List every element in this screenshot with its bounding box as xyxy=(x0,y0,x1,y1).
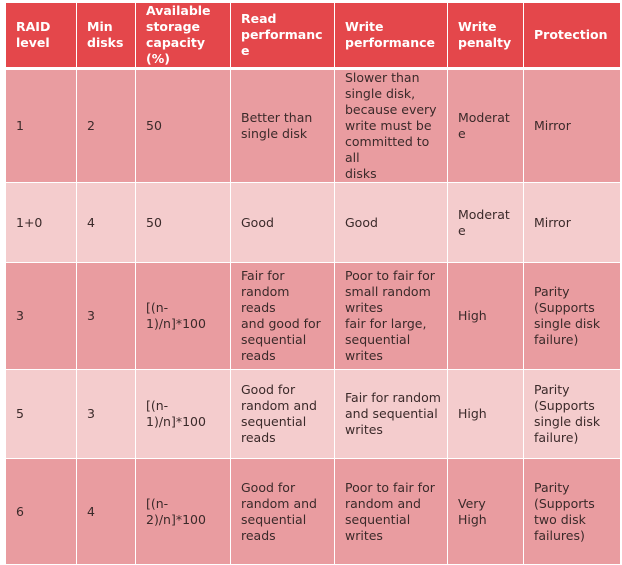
header-min-disks: Min disks xyxy=(76,2,136,69)
cell-min-disks: 4 xyxy=(76,458,136,565)
cell-read-performance: Good for random and sequential reads xyxy=(230,369,335,459)
cell-min-disks: 2 xyxy=(76,68,136,183)
header-raid-level: RAID level xyxy=(5,2,77,69)
table-row: 3 3 [(n- 1)/n]*100 Fair for random reads… xyxy=(5,262,621,370)
cell-write-performance: Slower than single disk, because every w… xyxy=(334,68,448,183)
cell-protection: Parity (Supports two disk failures) xyxy=(523,458,621,565)
cell-protection: Mirror xyxy=(523,182,621,263)
cell-write-performance: Fair for random and sequential writes xyxy=(334,369,448,459)
cell-min-disks: 3 xyxy=(76,369,136,459)
header-available-capacity: Available storage capacity (%) xyxy=(135,2,231,69)
cell-write-performance: Poor to fair for small random writes fai… xyxy=(334,262,448,370)
table-row: 5 3 [(n- 1)/n]*100 Good for random and s… xyxy=(5,369,621,459)
cell-protection: Parity (Supports single disk failure) xyxy=(523,262,621,370)
cell-read-performance: Good xyxy=(230,182,335,263)
cell-read-performance: Better than single disk xyxy=(230,68,335,183)
table-row: 6 4 [(n- 2)/n]*100 Good for random and s… xyxy=(5,458,621,565)
cell-min-disks: 3 xyxy=(76,262,136,370)
cell-raid-level: 6 xyxy=(5,458,77,565)
cell-write-penalty: Moderat e xyxy=(447,68,524,183)
cell-capacity: 50 xyxy=(135,68,231,183)
cell-write-penalty: Moderat e xyxy=(447,182,524,263)
header-row: RAID level Min disks Available storage c… xyxy=(5,2,621,69)
cell-capacity: [(n- 1)/n]*100 xyxy=(135,262,231,370)
cell-write-penalty: High xyxy=(447,262,524,370)
header-write-performance: Write performance xyxy=(334,2,448,69)
cell-write-performance: Good xyxy=(334,182,448,263)
cell-raid-level: 1+0 xyxy=(5,182,77,263)
header-protection: Protection xyxy=(523,2,621,69)
cell-capacity: [(n- 2)/n]*100 xyxy=(135,458,231,565)
cell-capacity: [(n- 1)/n]*100 xyxy=(135,369,231,459)
cell-write-performance: Poor to fair for random and sequential w… xyxy=(334,458,448,565)
cell-write-penalty: Very High xyxy=(447,458,524,565)
cell-raid-level: 3 xyxy=(5,262,77,370)
cell-protection: Parity (Supports single disk failure) xyxy=(523,369,621,459)
cell-read-performance: Fair for random reads and good for seque… xyxy=(230,262,335,370)
cell-capacity: 50 xyxy=(135,182,231,263)
cell-protection: Mirror xyxy=(523,68,621,183)
raid-comparison-table: RAID level Min disks Available storage c… xyxy=(5,2,621,565)
cell-min-disks: 4 xyxy=(76,182,136,263)
cell-read-performance: Good for random and sequential reads xyxy=(230,458,335,565)
cell-raid-level: 5 xyxy=(5,369,77,459)
table-row: 1 2 50 Better than single disk Slower th… xyxy=(5,68,621,183)
header-read-performance: Read performance xyxy=(230,2,335,69)
header-write-penalty: Write penalty xyxy=(447,2,524,69)
table-row: 1+0 4 50 Good Good Moderat e Mirror xyxy=(5,182,621,263)
cell-write-penalty: High xyxy=(447,369,524,459)
cell-raid-level: 1 xyxy=(5,68,77,183)
